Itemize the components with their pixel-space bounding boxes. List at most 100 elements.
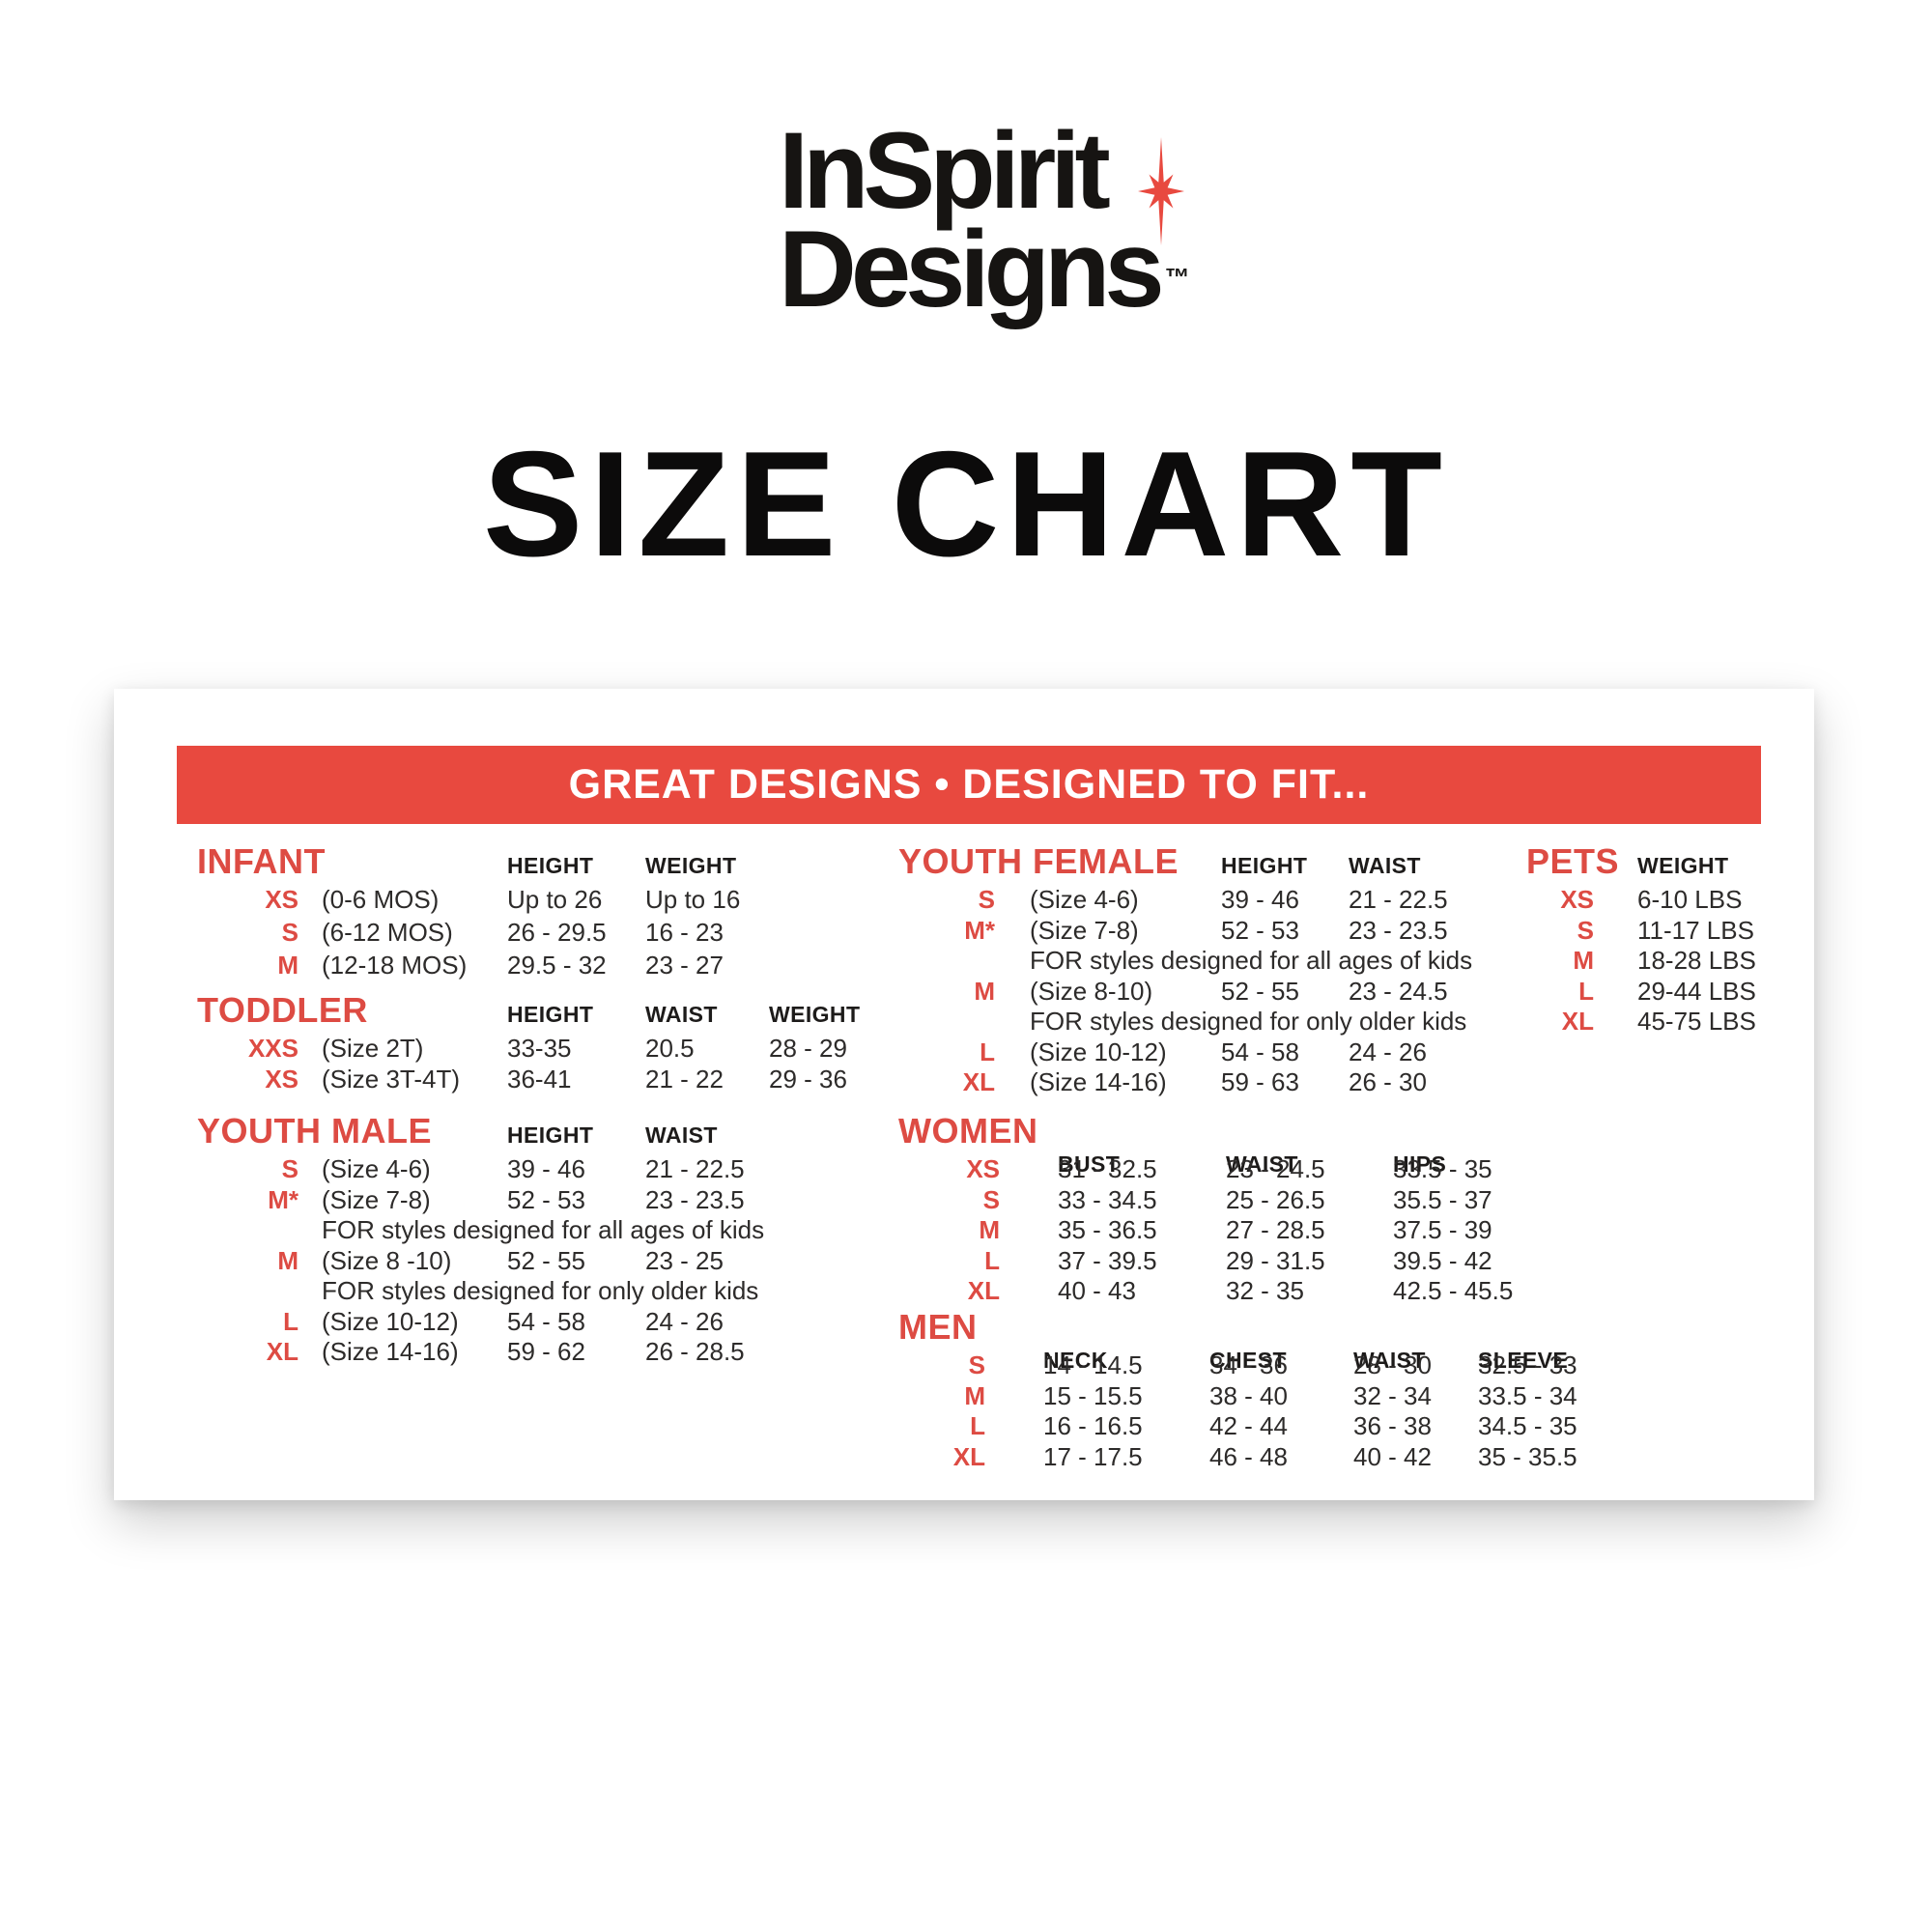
size-label: M <box>979 1215 1000 1244</box>
size-value: 20.5 <box>645 1034 695 1063</box>
size-value: 14 - 14.5 <box>1043 1350 1143 1379</box>
size-value: 32.5 - 33 <box>1478 1350 1577 1379</box>
size-value: 40 - 43 <box>1058 1276 1136 1305</box>
section-header-row: INFANT HEIGHT WEIGHT <box>197 841 933 882</box>
size-row: S 33 - 34.5 25 - 26.5 35.5 - 37 <box>898 1185 1519 1216</box>
size-desc: (Size 2T) <box>322 1034 424 1063</box>
size-desc: (Size 10-12) <box>322 1306 459 1336</box>
column-header: BUST <box>1058 1151 1121 1177</box>
size-row: XL 40 - 43 32 - 35 42.5 - 45.5 <box>898 1276 1519 1307</box>
section-toddler: TODDLER HEIGHT WAIST WEIGHT XXS (Size 2T… <box>197 990 933 1094</box>
size-value: 39 - 46 <box>1221 885 1299 914</box>
size-row: FOR styles designed for only older kids <box>898 1007 1513 1037</box>
size-value: 25 - 26.5 <box>1226 1184 1325 1214</box>
size-chart-card: GREAT DESIGNS • DESIGNED TO FIT... INFAN… <box>114 689 1814 1500</box>
size-label: XL <box>1561 1007 1594 1036</box>
size-value: 21 - 22.5 <box>645 1154 745 1183</box>
size-value: 29-44 LBS <box>1637 976 1756 1006</box>
size-label: S <box>978 885 995 914</box>
size-value: 52 - 53 <box>507 1184 585 1214</box>
size-value: 46 - 48 <box>1209 1441 1288 1471</box>
size-row: XS 31 - 32.5 23 - 24.5 33.5 - 35 <box>898 1154 1519 1185</box>
size-desc: (Size 3T-4T) <box>322 1064 461 1094</box>
size-label: XS <box>265 1064 298 1094</box>
size-row: XS (0-6 MOS) Up to 26 Up to 16 <box>197 885 933 918</box>
size-value: 59 - 63 <box>1221 1067 1299 1096</box>
row-note: FOR styles designed for only older kids <box>1030 1007 1467 1036</box>
size-value: 40 - 42 <box>1353 1441 1432 1471</box>
logo-text-inspirit: InSpirit <box>779 110 1111 231</box>
section-youth-male: YOUTH MALE HEIGHT WAIST S (Size 4-6) 39 … <box>197 1111 933 1368</box>
size-value: 35 - 35.5 <box>1478 1441 1577 1471</box>
size-label: S <box>968 1350 985 1379</box>
size-value: 28 - 30 <box>1353 1350 1432 1379</box>
column-header: WEIGHT <box>645 853 737 878</box>
size-desc: (Size 7-8) <box>1030 915 1139 945</box>
size-label: M <box>964 1380 985 1410</box>
size-row: S (Size 4-6) 39 - 46 21 - 22.5 <box>197 1154 933 1185</box>
size-value: 54 - 58 <box>507 1306 585 1336</box>
size-row: XS 6-10 LBS <box>1526 885 1816 916</box>
size-label: M* <box>268 1184 298 1214</box>
size-row: M 18-28 LBS <box>1526 946 1816 977</box>
size-value: 38 - 40 <box>1209 1380 1288 1410</box>
size-value: 23 - 27 <box>645 951 724 980</box>
size-desc: (Size 4-6) <box>1030 885 1139 914</box>
section-header-row: TODDLER HEIGHT WAIST WEIGHT <box>197 990 933 1031</box>
column-header: NECK <box>1043 1348 1108 1373</box>
size-desc: (6-12 MOS) <box>322 918 453 947</box>
size-label: XS <box>966 1154 1000 1183</box>
size-value: 36 - 38 <box>1353 1411 1432 1440</box>
column-header: WEIGHT <box>769 1002 861 1027</box>
size-row: S 11-17 LBS <box>1526 916 1816 947</box>
size-value: 34 - 36 <box>1209 1350 1288 1379</box>
column-header: HEIGHT <box>507 853 594 878</box>
size-value: 42 - 44 <box>1209 1411 1288 1440</box>
size-value: 39 - 46 <box>507 1154 585 1183</box>
size-desc: (0-6 MOS) <box>322 885 440 914</box>
size-row: XL (Size 14-16) 59 - 63 26 - 30 <box>898 1067 1513 1098</box>
size-row: L 29-44 LBS <box>1526 977 1816 1008</box>
size-desc: (Size 8-10) <box>1030 976 1153 1006</box>
size-value: 27 - 28.5 <box>1226 1215 1325 1244</box>
size-value: 32 - 35 <box>1226 1276 1304 1305</box>
size-row: M* (Size 7-8) 52 - 53 23 - 23.5 <box>197 1185 933 1216</box>
size-value: 33-35 <box>507 1034 572 1063</box>
column-header: WAIST <box>1353 1348 1426 1373</box>
size-row: XS (Size 3T-4T) 36-41 21 - 22 29 - 36 <box>197 1065 933 1095</box>
size-value: 6-10 LBS <box>1637 885 1743 914</box>
size-label: XS <box>265 885 298 914</box>
size-label: M* <box>964 915 995 945</box>
section-women: WOMEN BUST WAIST HIPS XS 31 - 32.5 23 - … <box>898 1111 1519 1307</box>
column-header: WAIST <box>645 1002 718 1027</box>
size-value: 52 - 55 <box>1221 976 1299 1006</box>
size-value: 34.5 - 35 <box>1478 1411 1577 1440</box>
section-heading: MEN <box>898 1307 978 1347</box>
section-pets: PETS WEIGHT XS 6-10 LBS S 11-17 LBS M 18… <box>1526 841 1816 1037</box>
size-value: 35.5 - 37 <box>1393 1184 1492 1214</box>
size-desc: (12-18 MOS) <box>322 951 468 980</box>
size-value: 26 - 30 <box>1349 1067 1427 1096</box>
size-value: 37 - 39.5 <box>1058 1245 1157 1275</box>
size-label: L <box>980 1037 995 1066</box>
size-label: XL <box>266 1337 298 1366</box>
size-value: 24 - 26 <box>645 1306 724 1336</box>
size-label: S <box>281 918 298 947</box>
size-label: XS <box>1560 885 1594 914</box>
size-row: M (Size 8-10) 52 - 55 23 - 24.5 <box>898 977 1513 1008</box>
size-value: 21 - 22 <box>645 1064 724 1094</box>
size-value: 17 - 17.5 <box>1043 1441 1143 1471</box>
size-value: 36-41 <box>507 1064 572 1094</box>
section-header-row: WOMEN BUST WAIST HIPS <box>898 1111 1519 1177</box>
size-row: M (12-18 MOS) 29.5 - 32 23 - 27 <box>197 951 933 983</box>
size-value: 39.5 - 42 <box>1393 1245 1492 1275</box>
column-header: HEIGHT <box>507 1002 594 1027</box>
size-value: 31 - 32.5 <box>1058 1154 1157 1183</box>
size-value: 37.5 - 39 <box>1393 1215 1492 1244</box>
size-label: L <box>970 1411 985 1440</box>
size-desc: (Size 7-8) <box>322 1184 431 1214</box>
size-value: 23 - 24.5 <box>1349 976 1448 1006</box>
logo-text-designs: Designs <box>779 209 1165 329</box>
size-row: XL 45-75 LBS <box>1526 1007 1816 1037</box>
section-heading: YOUTH FEMALE <box>898 841 1179 881</box>
